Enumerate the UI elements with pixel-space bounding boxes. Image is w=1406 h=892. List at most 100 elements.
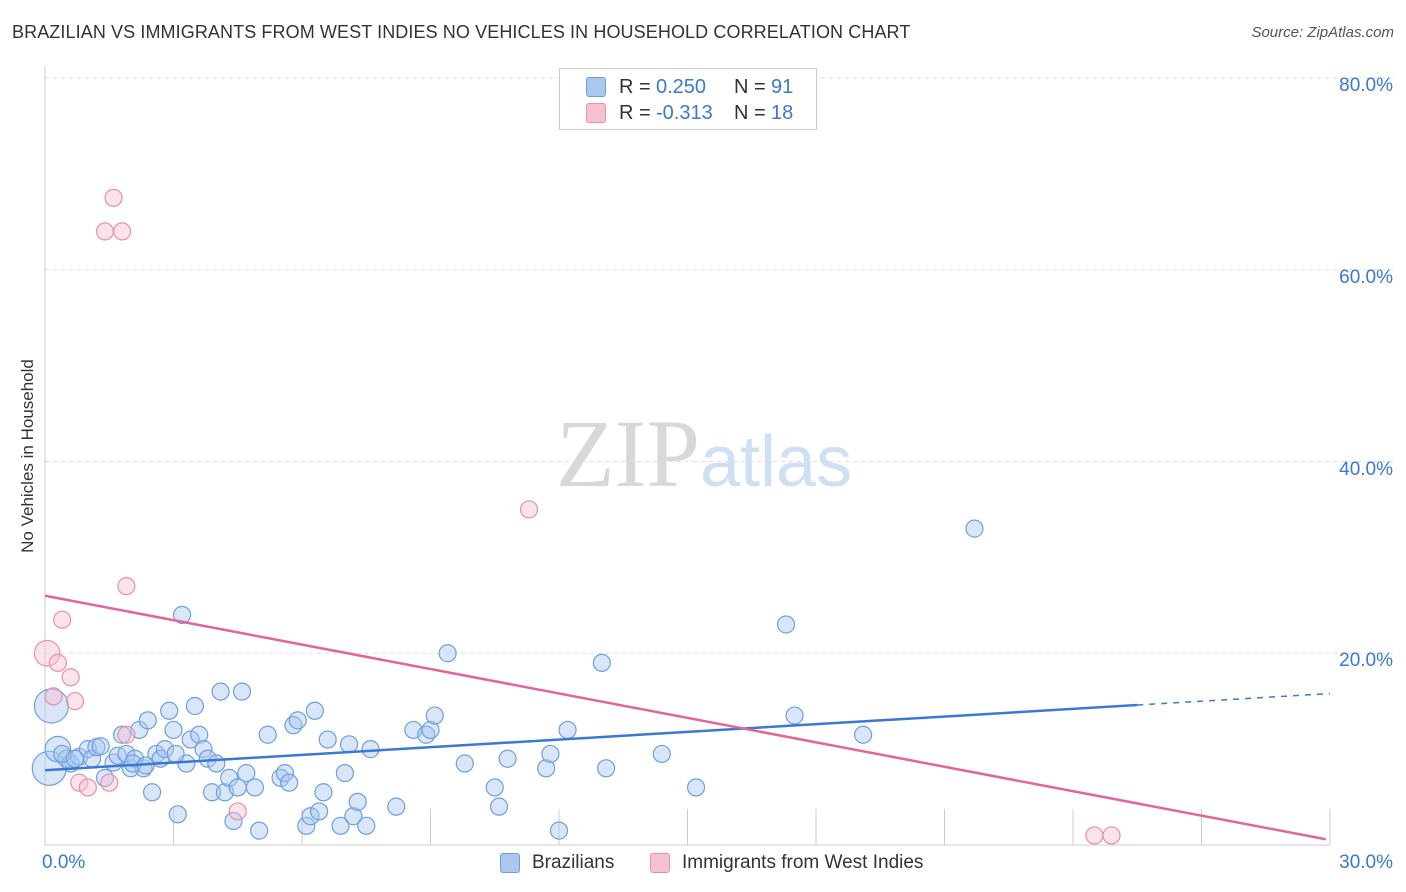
brazilians-point [245,778,264,797]
brazilians-point [160,701,179,720]
brazilians-point [232,682,252,701]
legend-r-value: -0.313 [656,101,713,124]
brazilians-trendline [44,703,1138,772]
west-indies-point [104,188,123,207]
brazilians-point [198,749,217,768]
trend-layer [44,594,1331,841]
brazilians-point [185,696,205,716]
west-indies-point [95,222,115,241]
brazilians-point [421,720,440,740]
brazilians-point [361,740,380,759]
brazilians-point [138,711,157,730]
brazilians-point [297,816,316,835]
brazilians-point [314,783,333,802]
brazilians-point [541,744,560,764]
brazilians-point [224,811,243,831]
brazilians-point [776,615,796,634]
chart-title: BRAZILIAN VS IMMIGRANTS FROM WEST INDIES… [12,22,911,42]
brazilians-point [340,735,359,754]
correlation-legend: R = 0.250 N = 91 R = -0.313 N = 18 [559,68,817,130]
brazilians-trendline-extension [1137,692,1331,706]
brazilians-point [168,805,187,824]
legend-swatch-pink [586,103,606,123]
brazilians-point [489,797,509,816]
west-indies-point [53,610,72,629]
brazilians-point [854,725,873,744]
legend-n-label: N = [734,75,766,98]
series-swatch-blue [500,853,520,873]
brazilians-point [301,807,320,826]
brazilians-point [275,763,294,783]
brazilians-point [549,821,569,840]
brazilians-point [965,519,984,538]
west-indies-trendline [44,594,1326,841]
brazilians-point [652,744,671,764]
brazilians-point [537,759,556,778]
brazilians-point [558,720,577,740]
west-indies-point [1085,826,1104,845]
west-indies-point [70,773,89,792]
brazilians-point [305,701,324,720]
brazilians-point [785,706,804,725]
brazilians-point [438,644,457,663]
brazilians-point [207,754,226,773]
west-indies-point [48,653,67,672]
series-label: Immigrants from West Indies [682,852,924,873]
brazilians-point [597,759,616,778]
brazilians-point [348,792,367,811]
brazilians-point [344,807,363,826]
brazilians-point [142,783,162,802]
brazilians-point [181,730,200,749]
brazilians-point [117,744,136,764]
axis-layer [44,66,1331,846]
brazilians-point [190,725,209,744]
brazilians-point [202,783,222,802]
brazilians-point [455,754,474,773]
west-indies-point [61,668,80,687]
legend-swatch-blue [586,77,606,97]
brazilians-point [237,763,256,783]
legend-n-value: 18 [771,101,794,124]
brazilians-point [331,816,350,835]
west-indies-point [117,725,136,744]
west-indies-point [1102,826,1121,845]
brazilians-point [498,749,517,768]
brazilians-point [310,802,329,821]
brazilians-point [686,778,706,797]
source-credit: Source: ZipAtlas.com [1251,24,1394,41]
brazilians-point [335,763,354,783]
brazilians-points [31,519,984,840]
brazilians-point [164,720,183,740]
brazilians-point [250,821,269,840]
brazilians-point [425,706,444,725]
brazilians-point [172,605,192,625]
y-tick-label: 20.0% [1339,650,1393,672]
brazilians-point [112,725,132,744]
west-indies-point [519,500,539,519]
legend-r-label: R = [619,75,651,98]
west-indies-point [78,778,97,797]
series-swatch-pink [650,853,670,873]
west-indies-point [117,577,136,596]
brazilians-point [592,653,611,672]
y-tick-label: 60.0% [1339,266,1393,288]
brazilians-point [211,682,230,701]
west-indies-points [33,188,1121,845]
brazilians-point [485,778,504,797]
west-indies-point [100,773,119,792]
x-tick-label-min: 0.0% [42,852,86,873]
legend-n-label: N = [734,101,766,124]
brazilians-point [166,744,185,764]
brazilians-point [357,816,376,835]
brazilians-point [318,730,337,749]
west-indies-point [65,692,85,711]
x-tick-label-max: 30.0% [1339,852,1393,873]
west-indies-point [33,639,61,667]
brazilians-point [258,725,277,744]
y-tick-label: 40.0% [1339,458,1393,480]
grid-layer [45,77,1395,654]
legend-r-value: 0.250 [656,75,707,98]
west-indies-point [228,802,247,821]
legend-n-value: 91 [771,75,794,98]
brazilians-point [155,740,175,759]
